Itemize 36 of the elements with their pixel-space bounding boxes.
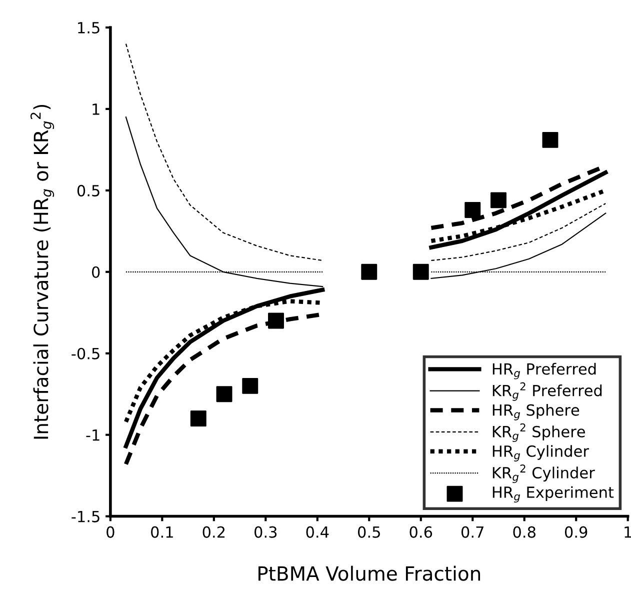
x-tick-label: 0.4	[306, 526, 329, 538]
legend-label: KR$_{g}$$^{2}$ Preferred	[492, 382, 602, 401]
point	[361, 264, 378, 280]
x-axis-title: PtBMA Volume Fraction	[258, 566, 480, 581]
x-tick-label: 0.9	[564, 526, 588, 538]
y-tick-label: 0.5	[77, 184, 100, 196]
point	[268, 312, 284, 329]
legend-label: HR$_{g}$ Experiment	[492, 486, 614, 503]
point	[190, 410, 206, 427]
x-tick-label: 0.5	[358, 526, 380, 538]
point	[242, 378, 258, 394]
x-tick-label: 0.3	[254, 526, 277, 538]
legend-label: HR$_{g}$ Preferred	[492, 362, 596, 380]
legend-label: HR$_{g}$ Sphere	[492, 404, 580, 420]
legend-label: KR$_{g}$$^{2}$ Sphere	[492, 423, 585, 442]
x-tick-label: 0.6	[410, 526, 432, 538]
y-axis-title: Interfacial Curvature (HR$_{g}$ or KR$_{g}$$^{2}$)	[30, 104, 54, 439]
legend-label: HR$_{g}$ Cylinder	[492, 445, 589, 462]
y-tick-label: -1.5	[72, 510, 100, 522]
x-tick-label: 0.1	[151, 526, 173, 538]
x-tick-label: 0.2	[202, 526, 225, 538]
y-tick-label: -0.5	[72, 348, 100, 360]
point	[464, 202, 481, 218]
y-tick-label: 0	[92, 266, 100, 278]
point	[542, 132, 558, 148]
point	[216, 386, 232, 402]
x-tick-label: 0.7	[461, 526, 484, 538]
y-tick-label: 1.5	[78, 22, 100, 34]
x-tick-label: 0	[106, 526, 114, 538]
x-tick-label: 1	[624, 526, 631, 538]
y-tick-label: 1	[92, 104, 100, 115]
point	[412, 264, 429, 280]
x-tick-label: 0.8	[513, 526, 536, 538]
y-tick-label: -1	[86, 429, 100, 441]
legend-label: KR$_{g}$$^{2}$ Cylinder	[492, 464, 595, 484]
point	[490, 192, 506, 208]
